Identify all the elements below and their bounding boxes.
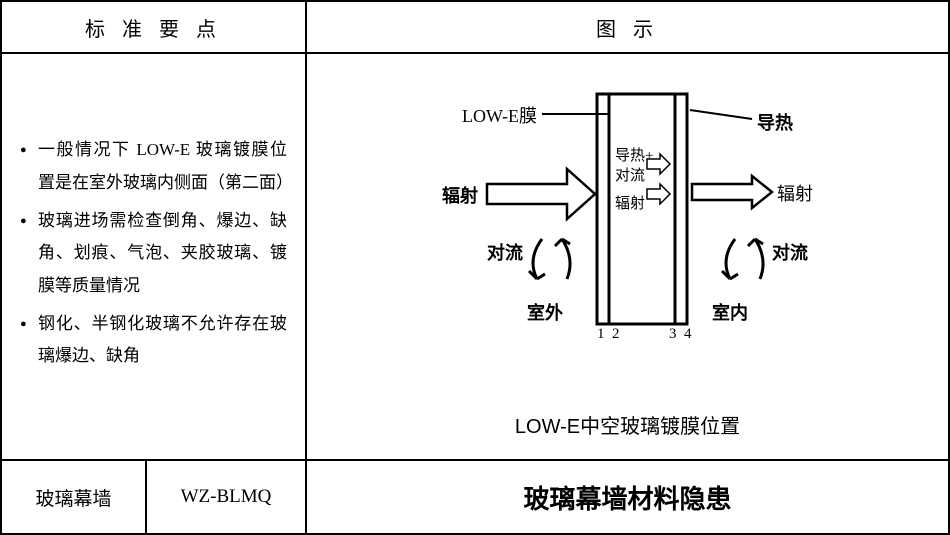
- header-left: 标 准 要 点: [2, 2, 307, 52]
- header-right: 图 示: [307, 2, 948, 52]
- num-3: 3: [669, 326, 677, 343]
- footer-row: 玻璃幕墙 WZ-BLMQ 玻璃幕墙材料隐患: [2, 461, 948, 533]
- list-item: 一般情况下 LOW-E 玻璃镀膜位置是在室外玻璃内侧面（第二面）: [38, 134, 287, 199]
- glass-diagram: LOW-E膜 导热 辐射 辐射 对流 对流 室外 室内 导热+ 对流 辐射 1 …: [357, 64, 897, 374]
- spec-table: 标 准 要 点 图 示 一般情况下 LOW-E 玻璃镀膜位置是在室外玻璃内侧面（…: [0, 0, 950, 535]
- standard-points: 一般情况下 LOW-E 玻璃镀膜位置是在室外玻璃内侧面（第二面） 玻璃进场需检查…: [2, 54, 307, 459]
- num-4: 4: [684, 326, 692, 343]
- label-inner-conduction: 导热+: [615, 144, 653, 165]
- diagram-svg: [357, 64, 897, 374]
- num-1: 1: [597, 326, 605, 343]
- footer-code: WZ-BLMQ: [147, 461, 307, 533]
- label-radiation-left: 辐射: [442, 182, 478, 208]
- diagram-panel: LOW-E膜 导热 辐射 辐射 对流 对流 室外 室内 导热+ 对流 辐射 1 …: [307, 54, 948, 459]
- label-indoor: 室内: [712, 299, 748, 325]
- list-item: 钢化、半钢化玻璃不允许存在玻璃爆边、缺角: [38, 308, 287, 373]
- label-radiation-right: 辐射: [777, 180, 813, 206]
- body-row: 一般情况下 LOW-E 玻璃镀膜位置是在室外玻璃内侧面（第二面） 玻璃进场需检查…: [2, 54, 948, 461]
- list-item: 玻璃进场需检查倒角、爆边、缺角、划痕、气泡、夹胶玻璃、镀膜等质量情况: [38, 205, 287, 302]
- label-inner-convection: 对流: [615, 164, 645, 185]
- bullet-list: 一般情况下 LOW-E 玻璃镀膜位置是在室外玻璃内侧面（第二面） 玻璃进场需检查…: [20, 134, 287, 378]
- diagram-caption: LOW-E中空玻璃镀膜位置: [307, 410, 948, 439]
- footer-title: 玻璃幕墙材料隐患: [307, 461, 948, 533]
- label-conduction: 导热: [757, 109, 793, 135]
- header-row: 标 准 要 点 图 示: [2, 2, 948, 54]
- label-low-e: LOW-E膜: [462, 102, 537, 128]
- label-inner-radiation: 辐射: [615, 192, 645, 213]
- footer-category: 玻璃幕墙: [2, 461, 147, 533]
- num-2: 2: [612, 326, 620, 343]
- label-convection-left: 对流: [487, 239, 523, 265]
- label-convection-right: 对流: [772, 239, 808, 265]
- label-outdoor: 室外: [527, 299, 563, 325]
